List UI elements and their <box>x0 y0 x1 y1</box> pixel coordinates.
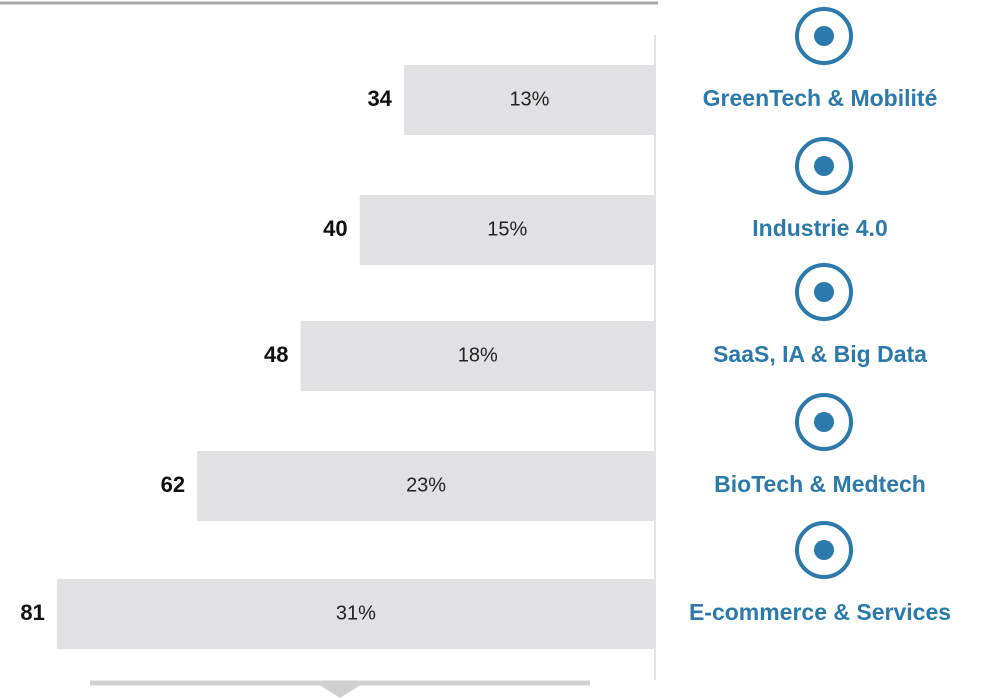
value-label: 48 <box>264 342 288 367</box>
down-arrow <box>313 681 367 698</box>
category-icon <box>795 521 853 579</box>
bar <box>300 321 655 391</box>
value-label: 40 <box>323 216 347 241</box>
share-label: 18% <box>458 344 498 366</box>
icon-core <box>814 540 834 560</box>
category-label: BioTech & Medtech <box>714 471 926 497</box>
category-label: SaaS, IA & Big Data <box>713 341 927 367</box>
category-label: Industrie 4.0 <box>752 215 887 241</box>
bar <box>56 579 655 649</box>
share-label: 31% <box>336 602 376 624</box>
share-label: 15% <box>487 218 527 240</box>
share-label: 13% <box>509 88 549 110</box>
bar <box>197 451 655 521</box>
icon-core <box>814 282 834 302</box>
value-label: 62 <box>161 472 185 497</box>
value-label: 34 <box>367 86 392 111</box>
category-icon <box>795 7 853 65</box>
category-icon <box>795 393 853 451</box>
icon-core <box>814 156 834 176</box>
bar <box>359 195 655 265</box>
category-icon <box>795 137 853 195</box>
share-label: 23% <box>406 474 446 496</box>
bar <box>403 65 655 135</box>
category-icon <box>795 263 853 321</box>
icon-core <box>814 26 834 46</box>
value-label: 81 <box>20 600 44 625</box>
icon-core <box>814 412 834 432</box>
category-label: GreenTech & Mobilité <box>703 85 938 111</box>
category-label: E-commerce & Services <box>689 599 951 625</box>
